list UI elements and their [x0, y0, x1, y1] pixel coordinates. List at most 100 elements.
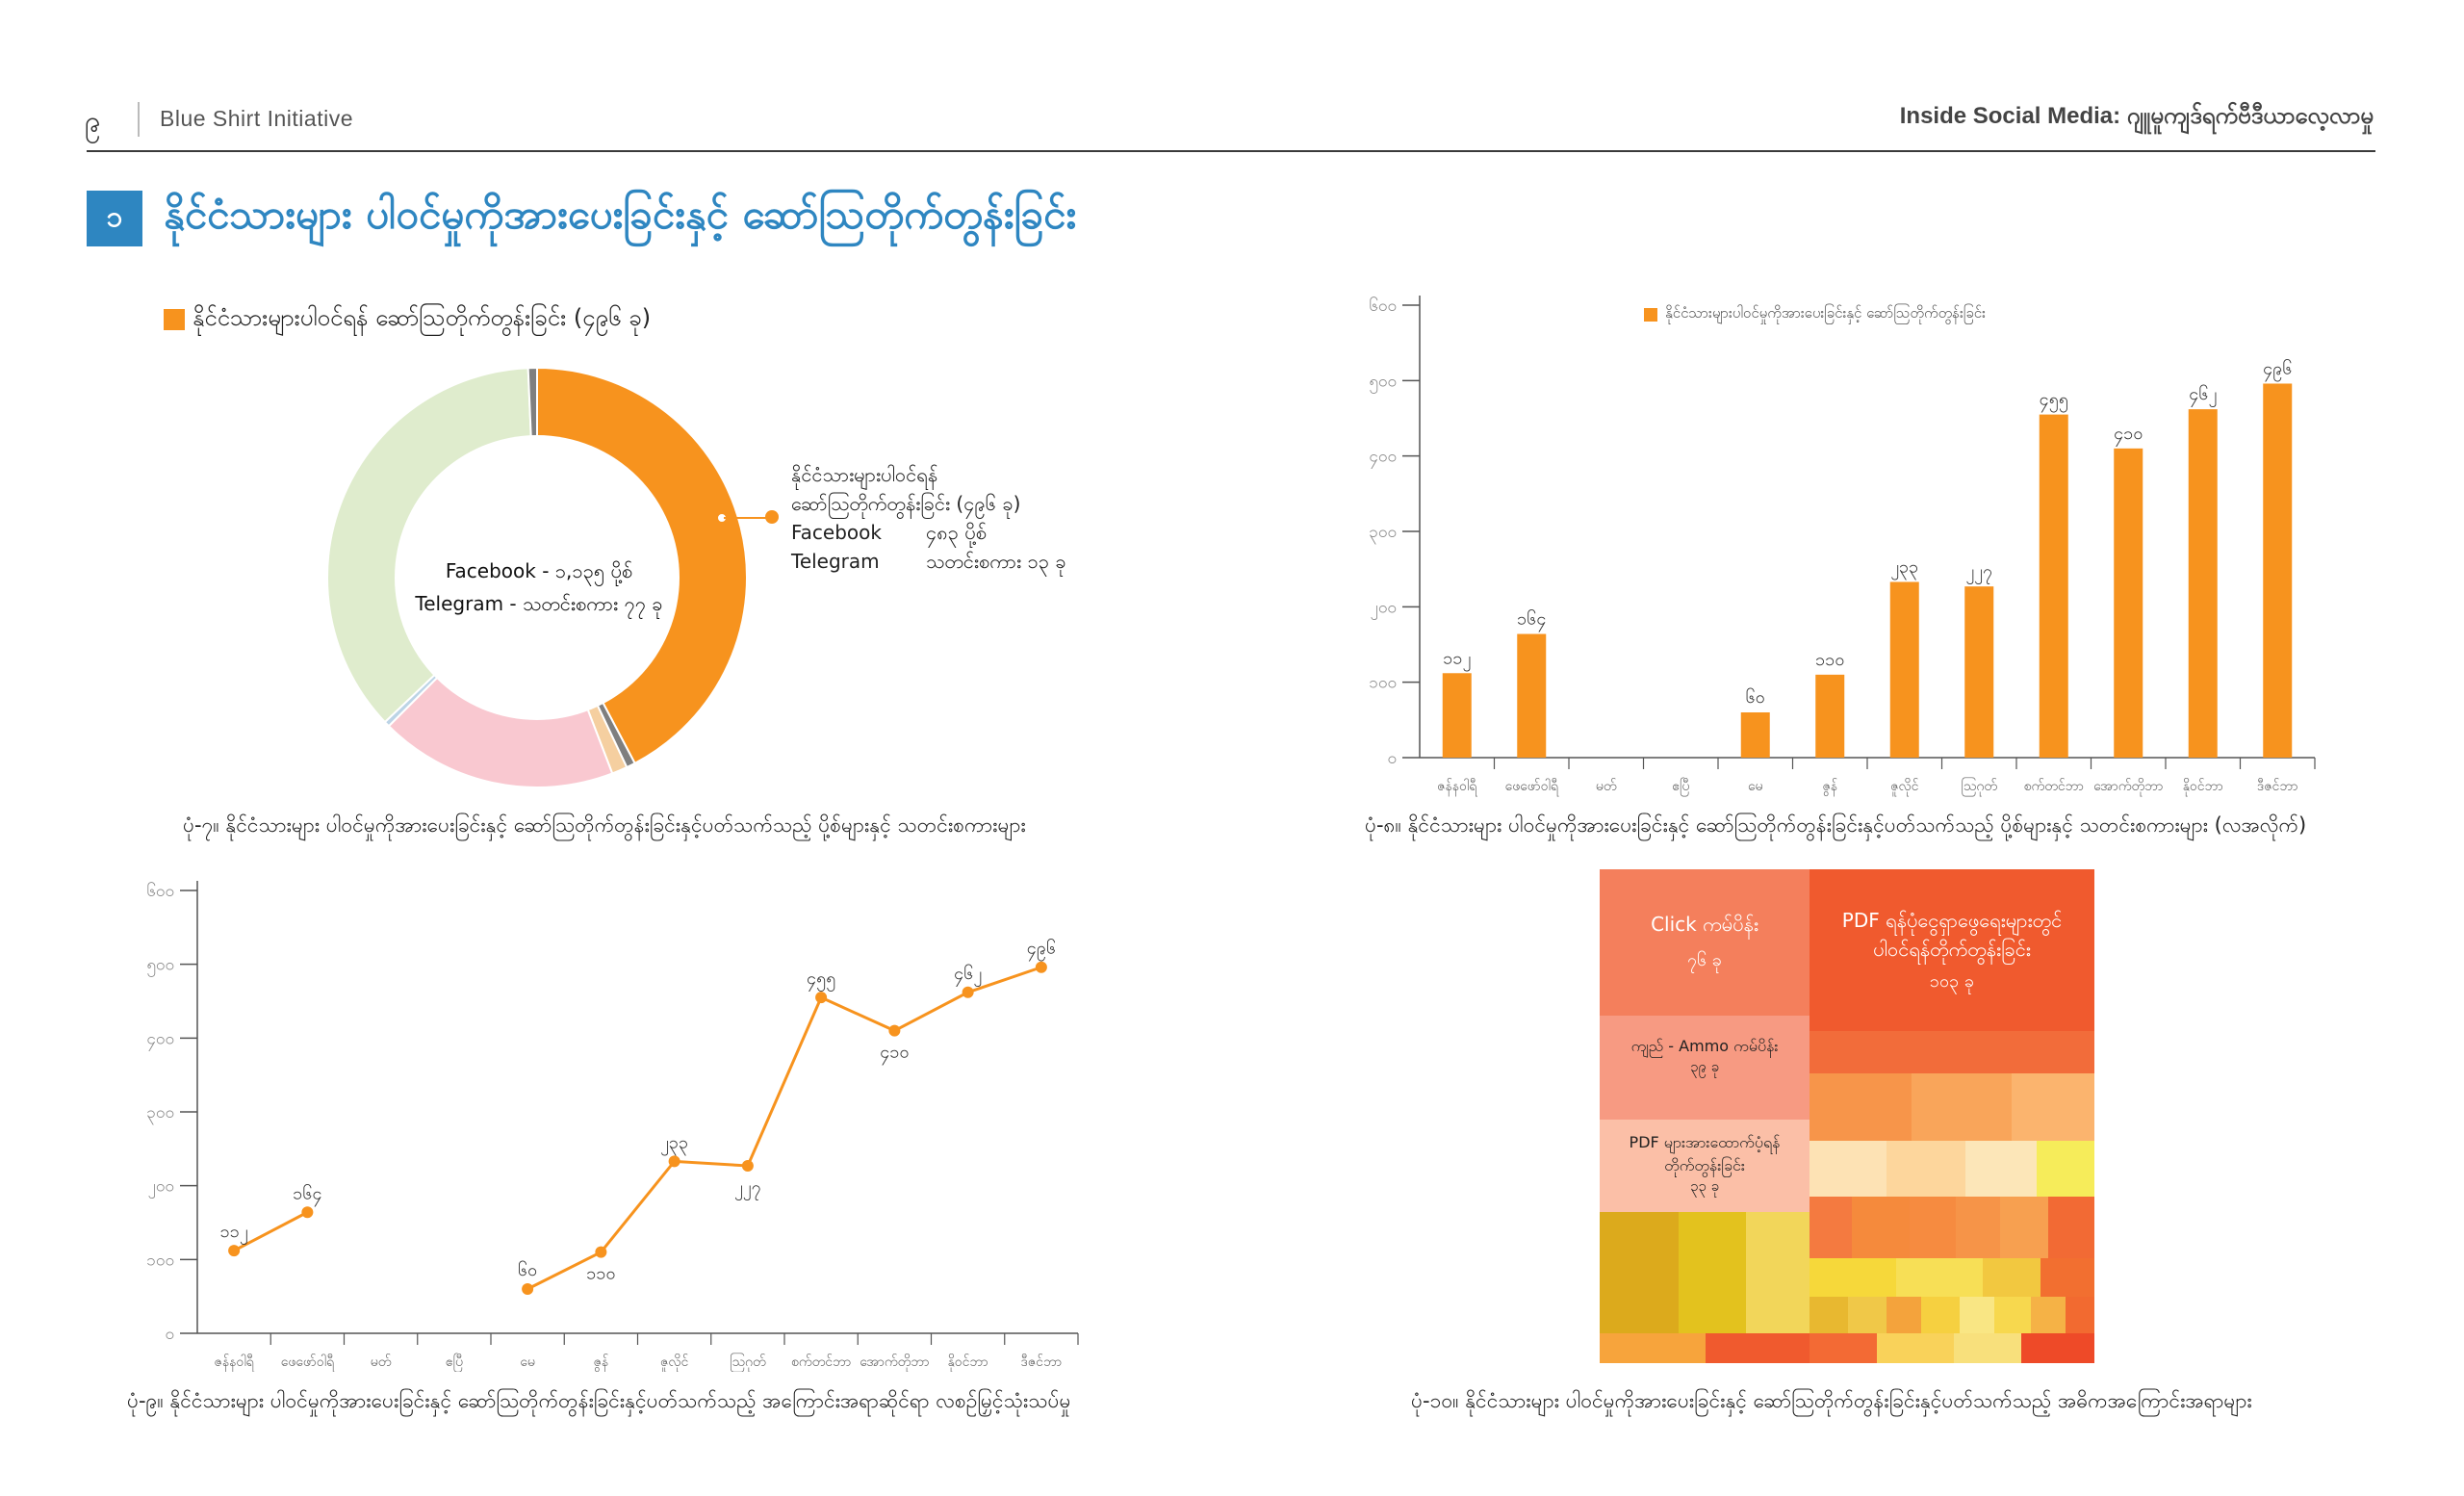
bar-value-label: ၁၁၀: [1815, 650, 1844, 670]
treemap-tile: [1852, 1197, 1910, 1258]
treemap-tile: [2066, 1297, 2094, 1333]
organization-name: Blue Shirt Initiative: [160, 106, 353, 131]
donut-center-text: Facebook - ၁,၁၃၅ ပို့စ် Telegram - သတင်း…: [395, 555, 683, 620]
figure10-caption: ပုံ-၁၀။ နိုင်ငံသားများ ပါဝင်မှုကိုအားပေး…: [1411, 1389, 2252, 1412]
treemap-ammo-campaign: ကျည် - Ammo ကမ်ပိန်း ၃၉ ခု: [1600, 1016, 1810, 1120]
bar-legend-swatch: [1644, 308, 1657, 322]
data-point: [962, 986, 974, 998]
x-tick-label: ဧပြီ: [446, 1354, 463, 1372]
data-point: [228, 1245, 241, 1257]
series-line: [526, 966, 1042, 1291]
callout-tg-value: သတင်းစကား ၁၃ ခု: [926, 550, 1066, 573]
x-tick-label: အောက်တိုဘာ: [860, 1354, 929, 1372]
y-tick-label: ၅၀၀: [146, 956, 174, 978]
treemap-tile: [1910, 1197, 1956, 1258]
point-value-label: ၂၃၃: [660, 1132, 688, 1155]
donut-callout: နိုင်ငံသားများပါဝင်ရန် ဆော်ဩတိုက်တွန်းခြ…: [791, 460, 1066, 576]
bar-value-label: ၁၁၂: [1443, 648, 1471, 671]
y-tick-label: ၀: [1387, 749, 1397, 768]
donut-hole: [395, 435, 680, 720]
x-tick-label: မေ: [1748, 779, 1763, 794]
treemap-tile: [2040, 1258, 2094, 1297]
legend-swatch: [164, 309, 185, 330]
treemap-tile: [1810, 1197, 1852, 1258]
callout-title-2: ဆော်ဩတိုက်တွန်းခြင်း (၄၉၆ ခု): [791, 492, 1021, 515]
callout-fb-label: Facebook: [791, 521, 882, 544]
topics-treemap: Click ကမ်ပိန်း ၇၆ ခု PDF ရန်ပုံငွေရှာဖွေ…: [1600, 869, 2094, 1363]
bar-value-label: ၂၂၇: [1965, 561, 1992, 584]
callout-tg-label: Telegram: [791, 550, 880, 573]
y-tick-label: ၁၀၀: [1369, 674, 1397, 693]
x-tick-label: အောက်တိုဘာ: [2093, 779, 2163, 796]
point-value-label: ၄၆၂: [954, 964, 982, 987]
y-tick-label: ၃၀၀: [146, 1103, 174, 1125]
treemap-tile: [1810, 1073, 1912, 1141]
x-tick-label: မတ်: [371, 1354, 392, 1370]
bar: [1889, 581, 1919, 758]
bar-value-label: ၄၉၆: [2263, 358, 2292, 381]
point-value-label: ၁၁၀: [586, 1264, 615, 1284]
treemap-tile: [2021, 1333, 2094, 1363]
x-tick-label: ဩဂုတ်: [730, 1354, 766, 1372]
y-tick-label: ၂၀၀: [148, 1177, 174, 1199]
x-tick-label: မတ်: [1596, 779, 1617, 794]
bar: [2039, 414, 2068, 758]
treemap-tile: [1983, 1258, 2040, 1297]
x-tick-label: ဇူလိုင်: [660, 1354, 688, 1372]
treemap-tile: [1954, 1333, 2021, 1363]
treemap-tile: [1848, 1297, 1886, 1333]
treemap-tile: [1810, 1258, 1896, 1297]
x-tick-label: နိုဝင်ဘာ: [2183, 779, 2223, 796]
callout-dot: [765, 510, 779, 524]
treemap-support-value: ၃၃ ခု: [1689, 1177, 1720, 1195]
treemap-tile: [1896, 1258, 1983, 1297]
bar-value-label: ၁၆၄: [1517, 609, 1546, 632]
treemap-tile: [1810, 1297, 1848, 1333]
treemap-tile: [1952, 1031, 2094, 1073]
y-tick-label: ၀: [165, 1325, 174, 1344]
x-tick-label: စက်တင်ဘာ: [791, 1354, 851, 1370]
data-point: [522, 1283, 534, 1295]
x-tick-label: ဖေဖော်ဝါရီ: [281, 1354, 335, 1372]
bar: [1442, 673, 1472, 758]
x-tick-label: ဒီဇင်ဘာ: [2257, 779, 2298, 794]
data-point: [595, 1246, 607, 1258]
treemap-support-label: PDF များအားထောက်ပံ့ရန် တိုက်တွန်းခြင်း: [1629, 1133, 1781, 1174]
treemap-tile: [1956, 1197, 2000, 1258]
x-tick-label: ဖေဖော်ဝါရီ: [1505, 779, 1559, 796]
treemap-click-campaign: Click ကမ်ပိန်း ၇၆ ခု: [1600, 869, 1810, 1016]
treemap-tile: [1746, 1212, 1810, 1333]
callout-fb-value: ၄၈၃ ပို့စ်: [926, 521, 987, 544]
x-tick-label: ဇွန်: [1822, 779, 1837, 796]
bar: [1517, 633, 1547, 758]
center-facebook: Facebook - ၁,၁၃၅ ပို့စ်: [445, 559, 633, 582]
treemap-ammo-label: ကျည် - Ammo ကမ်ပိန်း: [1630, 1037, 1779, 1055]
treemap-tile: [1965, 1141, 2037, 1197]
x-tick-label: ဩဂုတ်: [1961, 778, 1997, 796]
treemap-tile: [1994, 1297, 2031, 1333]
treemap-tile: [2031, 1297, 2066, 1333]
data-point: [301, 1206, 314, 1219]
y-tick-label: ၅၀၀: [1369, 372, 1397, 394]
bar: [1815, 674, 1845, 758]
treemap-click-label: Click ကမ်ပိန်း: [1651, 913, 1758, 936]
callout-telegram-row: Telegram သတင်းစကား ၁၃ ခု: [791, 547, 1066, 576]
point-value-label: ၁၆၄: [293, 1183, 321, 1206]
bar: [1740, 712, 1770, 758]
treemap-click-value: ၇၆ ခု: [1686, 950, 1723, 970]
treemap-tile: [1679, 1212, 1746, 1333]
treemap-pdf-fund-label: PDF ရန်ပုံငွေရှာဖွေရေးများတွင် ပါဝင်ရန်တ…: [1841, 909, 2063, 961]
point-value-label: ၆၀: [518, 1260, 537, 1280]
donut-legend-label: နိုင်ငံသားများပါဝင်ရန် ဆော်ဩတိုက်တွန်းခြ…: [192, 304, 652, 331]
x-tick-label: နိုဝင်ဘာ: [948, 1354, 988, 1372]
x-tick-label: စက်တင်ဘာ: [2024, 779, 2084, 794]
treemap-tile: [2037, 1141, 2094, 1197]
treemap-tile: [1886, 1297, 1921, 1333]
x-tick-label: ဇန်နဝါရီ: [1437, 779, 1477, 796]
callout-line: [724, 517, 770, 519]
treemap-tile: [2048, 1197, 2094, 1258]
